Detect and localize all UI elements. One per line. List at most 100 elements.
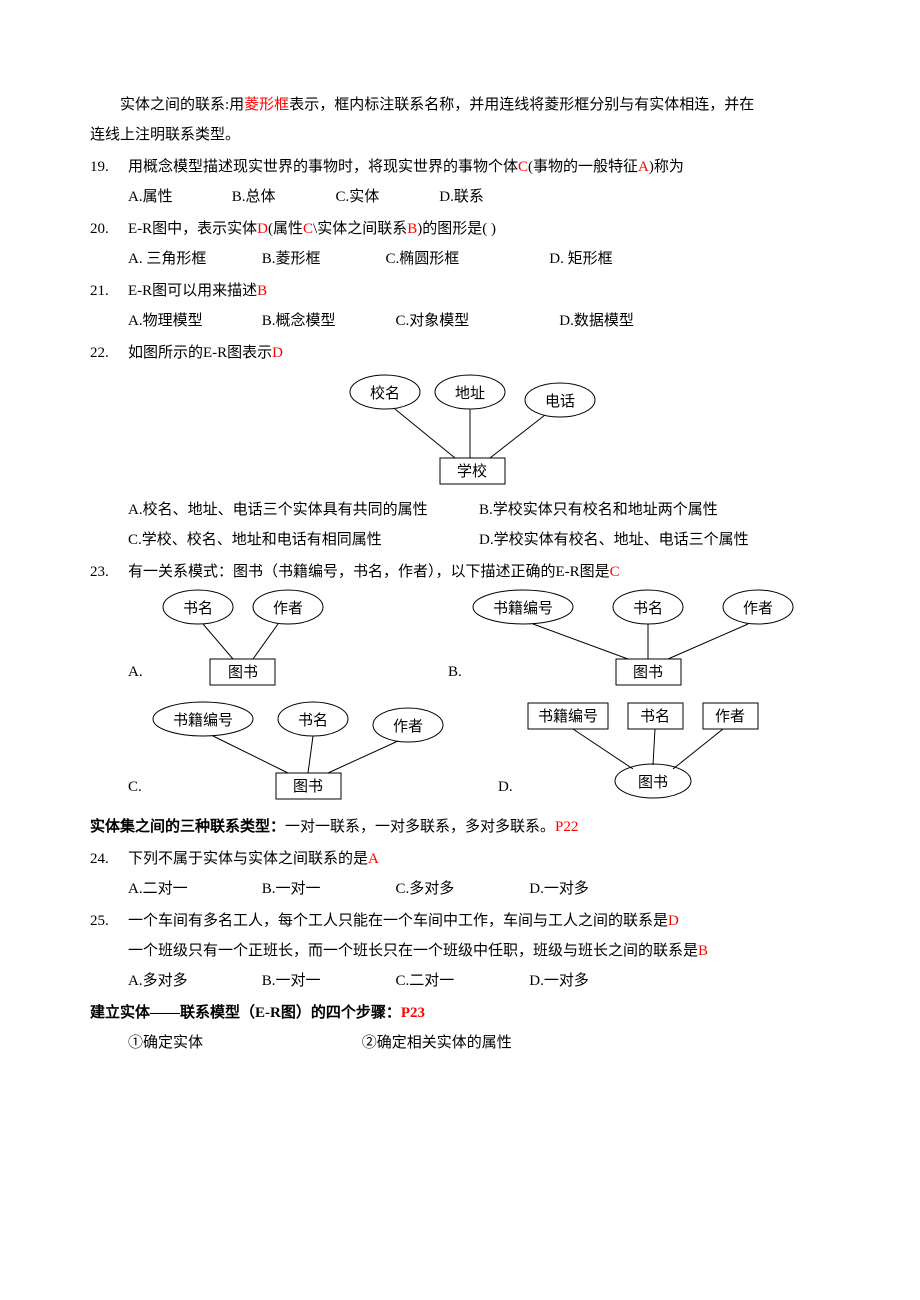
q21-ans: B [257, 283, 267, 299]
qnum: 21. [90, 276, 128, 306]
opt-d: D.学校实体有校名、地址、电话三个属性 [479, 525, 830, 555]
qnum: 24. [90, 844, 128, 874]
attr-label: 电话 [545, 393, 575, 410]
q19-mid2: )称为 [649, 159, 684, 175]
attr-label: 书籍编号 [173, 712, 233, 729]
er-c: 书籍编号 书名 作者 图书 [148, 697, 468, 802]
opt-a: A. 三角形框 [128, 244, 258, 274]
label-d: D. [498, 772, 518, 802]
sec1-bold: 实体集之间的三种联系类型： [90, 819, 285, 835]
attr-label: 书籍编号 [493, 600, 553, 617]
sec2-bold: 建立实体——联系模型（E-R图）的四个步骤： [90, 1005, 401, 1021]
section-relation-types: 实体集之间的三种联系类型：一对一联系，一对多联系，多对多联系。P22 [90, 812, 830, 842]
opt-b: B.一对一 [262, 966, 392, 996]
q25-l2: 一个班级只有一个正班长，而一个班长只在一个班级中任职，班级与班长之间的联系是 [128, 943, 698, 959]
opt-a: A.二对一 [128, 874, 258, 904]
qnum: 20. [90, 214, 128, 244]
q20-options: A. 三角形框 B.菱形框 C.椭圆形框 D. 矩形框 [90, 244, 830, 274]
qnum: 22. [90, 338, 128, 368]
attr-label: 书籍编号 [538, 708, 598, 725]
qnum: 19. [90, 152, 128, 182]
q21-pre: E-R图可以用来描述 [128, 283, 257, 299]
sec2-page: P23 [401, 1005, 425, 1021]
attr-label: 书名 [183, 600, 213, 617]
attr-label: 作者 [715, 708, 745, 725]
q22-er-diagram: 校名 地址 电话 学校 [90, 372, 830, 487]
opt-d: D.数据模型 [559, 306, 634, 336]
q23-pre: 有一关系模式：图书（书籍编号，书名，作者），以下描述正确的E-R图是 [128, 564, 610, 580]
intro-line2: 连线上注明联系类型。 [90, 120, 830, 150]
q25-l2-ans: B [698, 943, 708, 959]
attr-label: 地址 [455, 385, 485, 402]
q19-options: A.属性 B.总体 C.实体 D.联系 [90, 182, 830, 212]
attr-label: 校名 [370, 385, 400, 402]
opt-b: B.总体 [232, 182, 332, 212]
intro-text2: 表示，框内标注联系名称，并用连线将菱形框分别与有实体相连，并在 [289, 97, 754, 113]
q20-b: B [407, 221, 417, 237]
q22-pre: 如图所示的E-R图表示 [128, 345, 272, 361]
entity-label: 图书 [633, 664, 663, 681]
opt-a: A.属性 [128, 182, 228, 212]
er-a: 书名 作者 图书 [148, 587, 368, 687]
q24-ans: A [368, 851, 379, 867]
attr-label: 作者 [393, 718, 423, 735]
intro-text: 实体之间的联系:用 [120, 97, 244, 113]
opt-c: C.二对一 [396, 966, 526, 996]
question-23: 23. 有一关系模式：图书（书籍编号，书名，作者），以下描述正确的E-R图是C [90, 557, 830, 587]
opt-d: D.一对多 [529, 966, 589, 996]
opt-c: C.多对多 [396, 874, 526, 904]
q23-row-ab: A. 书名 作者 图书 B. 书籍编号 书名 作者 [90, 587, 830, 687]
entity-label: 图书 [638, 774, 668, 791]
question-22: 22. 如图所示的E-R图表示D [90, 338, 830, 368]
question-19: 19. 用概念模型描述现实世界的事物时，将现实世界的事物个体C(事物的一般特征A… [90, 152, 830, 182]
opt-b: B.概念模型 [262, 306, 392, 336]
opt-c: C.对象模型 [396, 306, 556, 336]
intro-para: 实体之间的联系:用菱形框表示，框内标注联系名称，并用连线将菱形框分别与有实体相连… [90, 90, 830, 150]
opt-c: C.椭圆形框 [386, 244, 546, 274]
q20-c: C [303, 221, 313, 237]
intro-red: 菱形框 [244, 97, 289, 113]
attr-label: 书名 [633, 600, 663, 617]
opt-b: B.学校实体只有校名和地址两个属性 [479, 495, 830, 525]
q24-pre: 下列不属于实体与实体之间联系的是 [128, 851, 368, 867]
sec1-page: P22 [555, 819, 578, 835]
question-24: 24. 下列不属于实体与实体之间联系的是A [90, 844, 830, 874]
section-er-steps: 建立实体——联系模型（E-R图）的四个步骤：P23 [90, 998, 830, 1028]
q20-pre: E-R图中，表示实体 [128, 221, 257, 237]
label-c: C. [128, 772, 148, 802]
opt-d: D.一对多 [529, 874, 589, 904]
q25-options: A.多对多 B.一对一 C.二对一 D.一对多 [90, 966, 830, 996]
opt-b: B.菱形框 [262, 244, 382, 274]
opt-a: A.校名、地址、电话三个实体具有共同的属性 [128, 495, 479, 525]
q23-row-cd: C. 书籍编号 书名 作者 图书 D. 书籍编号 书名 [90, 697, 830, 802]
opt-d: D. 矩形框 [549, 244, 612, 274]
q22-opts-row1: A.校名、地址、电话三个实体具有共同的属性 B.学校实体只有校名和地址两个属性 [90, 495, 830, 525]
attr-label: 书名 [298, 712, 328, 729]
er-d: 书籍编号 书名 作者 图书 [518, 697, 818, 802]
q20-mid1: (属性 [268, 221, 303, 237]
label-b: B. [448, 657, 468, 687]
opt-d: D.联系 [439, 182, 484, 212]
q19-ans-c: C [518, 159, 528, 175]
label-a: A. [128, 657, 148, 687]
attr-label: 作者 [743, 600, 773, 617]
entity-label: 图书 [228, 664, 258, 681]
entity-label: 图书 [293, 778, 323, 795]
qnum: 25. [90, 906, 128, 936]
entity-label: 学校 [457, 463, 487, 480]
er-svg: 校名 地址 电话 学校 [340, 372, 620, 487]
q19-ans-a: A [638, 159, 649, 175]
q23-ans: C [610, 564, 620, 580]
sec1-mid: 一对一联系，一对多联系，多对多联系。 [285, 819, 555, 835]
opt-a: A.物理模型 [128, 306, 258, 336]
q20-mid3: )的图形是( ) [417, 221, 496, 237]
attr-label: 作者 [273, 600, 303, 617]
q20-mid2: \实体之间联系 [313, 221, 407, 237]
q25-l1: 一个车间有多名工人，每个工人只能在一个车间中工作，车间与工人之间的联系是 [128, 913, 668, 929]
q22-opts-row2: C.学校、校名、地址和电话有相同属性 D.学校实体有校名、地址、电话三个属性 [90, 525, 830, 555]
qnum: 23. [90, 557, 128, 587]
q19-mid1: (事物的一般特征 [528, 159, 638, 175]
opt-a: A.多对多 [128, 966, 258, 996]
q25-l1-ans: D [668, 913, 679, 929]
opt-c: C.学校、校名、地址和电话有相同属性 [128, 525, 479, 555]
